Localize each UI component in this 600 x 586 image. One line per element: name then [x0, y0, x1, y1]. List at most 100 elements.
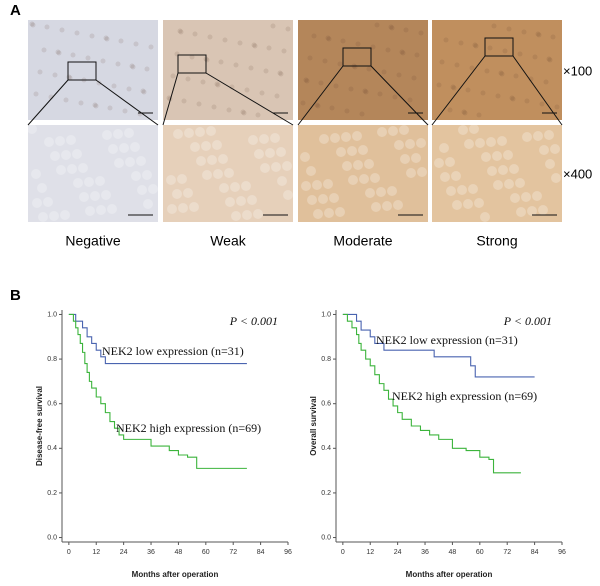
texture: [370, 44, 376, 50]
zoom-box: [484, 37, 514, 57]
annotation: P < 0.001: [229, 314, 278, 328]
texture: [130, 64, 136, 70]
texture: [509, 164, 519, 174]
texture: [255, 112, 261, 118]
texture: [189, 202, 199, 212]
x-tick-label: 24: [394, 549, 402, 556]
texture: [130, 142, 140, 152]
texture: [93, 103, 99, 109]
texture: [118, 38, 124, 44]
texture: [96, 205, 106, 215]
x-axis-label: Months after operation: [406, 570, 493, 579]
texture: [90, 191, 100, 201]
texture: [107, 204, 117, 214]
texture: [517, 51, 523, 57]
texture: [276, 147, 286, 157]
texture: [457, 185, 467, 195]
texture: [70, 52, 76, 58]
texture: [440, 172, 450, 182]
texture: [447, 107, 453, 113]
texture: [177, 28, 183, 34]
texture: [271, 162, 281, 172]
texture: [206, 126, 216, 136]
texture: [231, 211, 241, 221]
texture: [329, 105, 335, 111]
x-tick-label: 72: [503, 549, 511, 556]
texture: [463, 199, 473, 209]
texture: [213, 169, 223, 179]
texture: [204, 57, 210, 63]
y-tick-label: 0.4: [47, 445, 57, 452]
texture: [376, 187, 386, 197]
zoom-line: [27, 79, 69, 126]
texture: [184, 128, 194, 138]
y-tick-label: 1.0: [47, 311, 57, 318]
texture: [406, 168, 416, 178]
ihc-image: [432, 20, 562, 120]
texture: [122, 108, 128, 114]
texture: [29, 21, 35, 27]
texture: [303, 77, 309, 83]
texture: [522, 132, 532, 142]
texture: [543, 79, 549, 85]
texture: [49, 211, 59, 221]
texture: [446, 186, 456, 196]
texture: [388, 24, 394, 30]
texture: [554, 104, 560, 110]
texture: [55, 136, 65, 146]
texture: [389, 25, 395, 31]
texture: [63, 97, 69, 103]
texture: [100, 58, 106, 64]
annotation: P < 0.001: [503, 314, 552, 328]
texture: [167, 204, 177, 214]
texture: [318, 80, 324, 86]
texture: [173, 129, 183, 139]
texture: [521, 29, 527, 35]
texture: [468, 184, 478, 194]
texture: [515, 178, 525, 188]
y-tick-label: 0.6: [47, 401, 57, 408]
texture: [67, 164, 77, 174]
ihc-image: [298, 20, 428, 120]
y-tick-label: 0.2: [47, 490, 57, 497]
texture: [411, 75, 417, 81]
texture: [270, 23, 276, 29]
texture: [129, 63, 135, 69]
ihc-image: [163, 125, 293, 222]
texture: [458, 125, 468, 135]
texture: [78, 100, 84, 106]
texture: [348, 175, 358, 185]
texture: [497, 136, 507, 146]
texture: [439, 59, 445, 65]
magnification: ×400: [563, 166, 592, 181]
x-tick-label: 36: [421, 549, 429, 556]
texture: [307, 55, 313, 61]
texture: [503, 150, 513, 160]
texture: [137, 185, 147, 195]
texture: [342, 161, 352, 171]
texture: [60, 210, 70, 220]
zoom-box: [67, 61, 97, 81]
texture: [266, 45, 272, 51]
texture: [366, 66, 372, 72]
texture: [521, 192, 531, 202]
zoom-line: [297, 65, 344, 126]
texture: [124, 128, 134, 138]
texture: [233, 62, 239, 68]
x-tick-label: 0: [67, 549, 71, 556]
texture: [416, 138, 426, 148]
y-tick-label: 0.8: [321, 356, 331, 363]
texture: [170, 73, 176, 79]
texture: [133, 41, 139, 47]
texture: [252, 43, 258, 49]
texture: [344, 108, 350, 114]
texture: [399, 49, 405, 55]
texture: [359, 174, 369, 184]
texture: [56, 50, 62, 56]
texture: [337, 61, 343, 67]
texture: [281, 48, 287, 54]
texture: [44, 24, 50, 30]
texture: [306, 166, 316, 176]
texture: [219, 183, 229, 193]
texture: [510, 193, 520, 203]
